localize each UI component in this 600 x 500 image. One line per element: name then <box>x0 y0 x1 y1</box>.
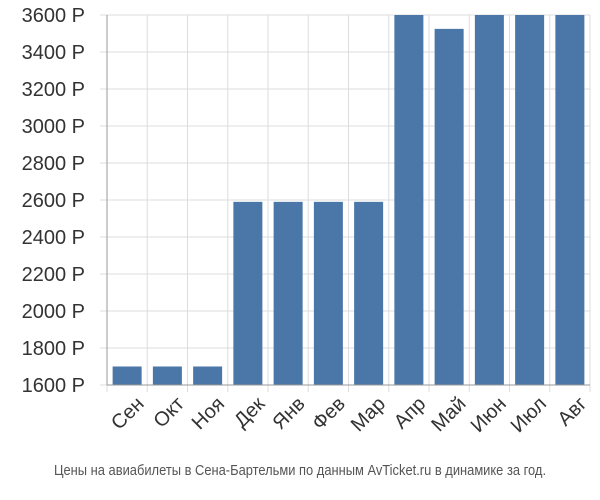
bar <box>152 366 182 385</box>
bar <box>474 15 504 385</box>
bar <box>555 15 585 385</box>
bar <box>394 15 424 385</box>
x-tick-label: Дек <box>230 393 269 432</box>
y-tick-label: 3000 Р <box>22 116 85 138</box>
bar <box>233 201 263 385</box>
y-tick-labels: 1600 Р 1800 Р 2000 Р 2200 Р 2400 Р 2600 Р 2800… <box>22 5 85 397</box>
x-tick-label: Фев <box>308 393 350 435</box>
bar <box>112 366 142 385</box>
x-tick-label: Окт <box>149 393 188 432</box>
x-tick-label: Сен <box>107 393 148 434</box>
x-tick-label: Июл <box>507 393 551 437</box>
bar-chart: 1600 Р 1800 Р 2000 Р 2200 Р 2400 Р 2600 Р 2800… <box>22 5 592 437</box>
y-tick-label: 1800 Р <box>22 338 85 360</box>
y-tick-label: 1600 Р <box>22 375 85 397</box>
y-tick-label: 3400 Р <box>22 42 85 64</box>
x-tick-label: Июн <box>467 393 511 437</box>
x-tick-label: Мар <box>347 393 390 436</box>
y-tick-label: 3200 Р <box>22 79 85 101</box>
bar <box>313 201 343 385</box>
x-tick-label: Янв <box>268 393 309 434</box>
x-tick-label: Май <box>427 393 470 436</box>
x-tick-label: Апр <box>390 393 431 434</box>
y-tick-label: 2800 Р <box>22 153 85 175</box>
y-tick-label: 2400 Р <box>22 227 85 249</box>
y-tick-label: 2600 Р <box>22 190 85 212</box>
bar <box>434 28 464 385</box>
y-tick-label: 3600 Р <box>22 5 85 27</box>
x-tick-label: Ноя <box>188 393 229 434</box>
bar <box>354 201 384 385</box>
axes <box>106 15 590 386</box>
chart-caption: Цены на авиабилеты в Сена-Бартельми по д… <box>53 462 547 479</box>
bar <box>273 201 303 385</box>
bars <box>112 15 585 385</box>
x-tick-label: Авг <box>554 393 592 431</box>
bar <box>515 15 545 385</box>
bar <box>193 366 223 385</box>
y-tick-label: 2000 Р <box>22 301 85 323</box>
y-tick-label: 2200 Р <box>22 264 85 286</box>
